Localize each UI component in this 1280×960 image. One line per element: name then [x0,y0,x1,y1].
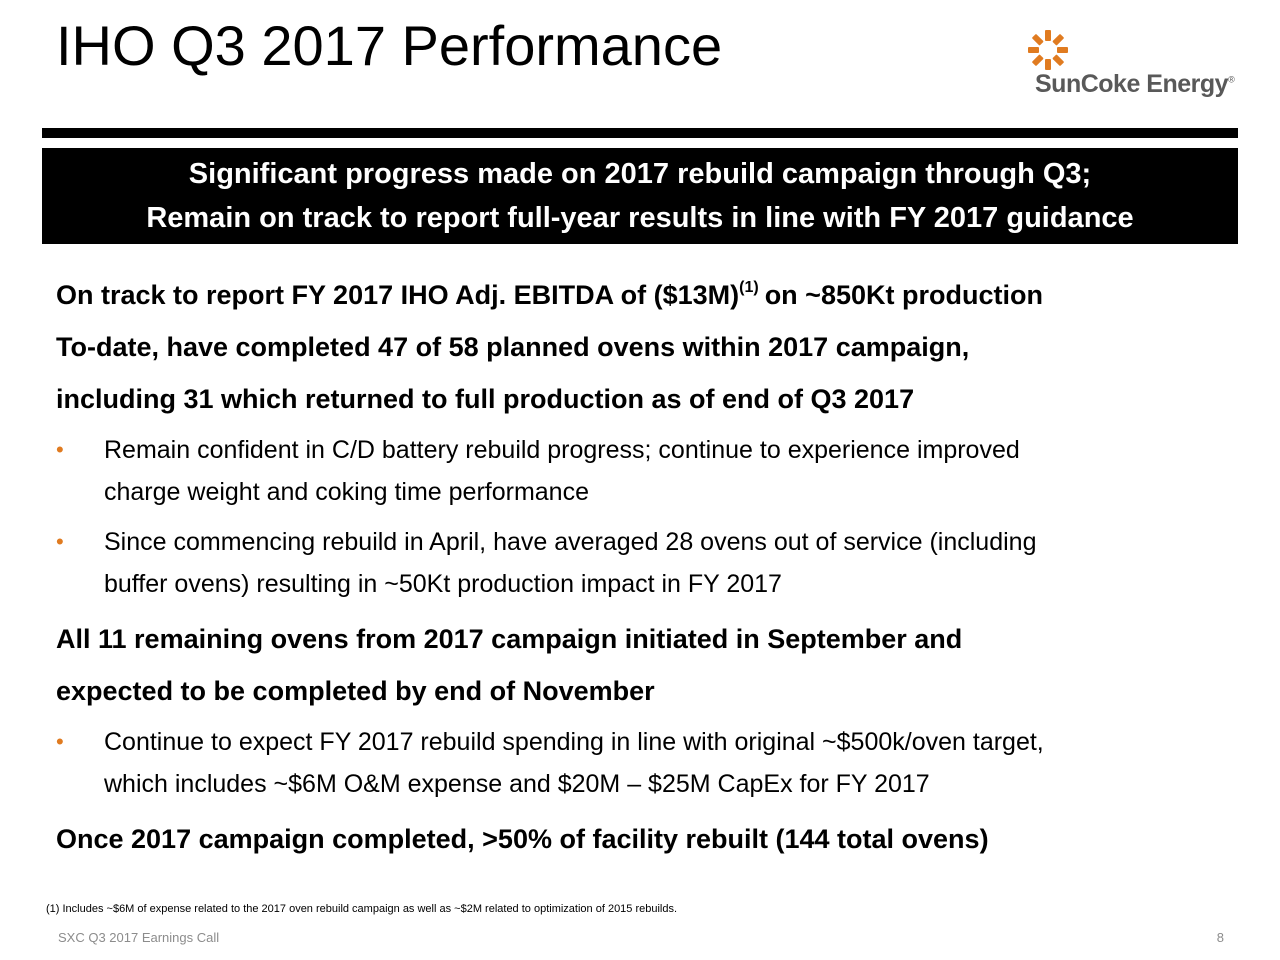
logo-wordmark: SunCoke Energy® [1035,70,1235,98]
banner-line-2: Remain on track to report full-year resu… [146,202,1134,234]
bullet-icon: • [56,529,64,554]
company-logo: SunCoke Energy® [1028,30,1252,106]
slide-content: On track to report FY 2017 IHO Adj. EBIT… [56,262,1246,865]
heading-line: To-date, have completed 47 of 58 planned… [56,332,970,362]
page-title: IHO Q3 2017 Performance [56,14,723,77]
banner-line-1: Significant progress made on 2017 rebuil… [188,158,1092,190]
footnote-marker: (1) [739,279,759,296]
section-heading-ovens-completed: To-date, have completed 47 of 58 planned… [56,321,1246,425]
list-item: • Continue to expect FY 2017 rebuild spe… [56,721,1246,805]
section-heading-facility-rebuilt: Once 2017 campaign completed, >50% of fa… [56,813,1246,865]
bullet-line: which includes ~$6M O&M expense and $20M… [104,770,930,798]
sun-burst-icon [1028,30,1068,70]
heading-line: All 11 remaining ovens from 2017 campaig… [56,624,963,654]
footer-event-name: SXC Q3 2017 Earnings Call [58,930,220,945]
bullet-icon: • [56,437,64,462]
bullet-list: • Continue to expect FY 2017 rebuild spe… [56,721,1246,805]
page-number: 8 [1216,930,1224,945]
bullet-list: • Remain confident in C/D battery rebuil… [56,429,1246,605]
heading-text: On track to report FY 2017 IHO Adj. EBIT… [56,280,740,310]
bullet-line: buffer ovens) resulting in ~50Kt product… [104,570,782,598]
heading-tail: on ~850Kt production [764,280,1043,310]
section-heading-ebitda: On track to report FY 2017 IHO Adj. EBIT… [56,262,1246,321]
footnote: (1) Includes ~$6M of expense related to … [46,903,678,915]
registered-mark: ® [1228,74,1235,85]
bullet-icon: • [56,729,64,754]
heading-line: expected to be completed by end of Novem… [56,676,655,706]
title-divider [42,128,1238,138]
section-heading-remaining-ovens: All 11 remaining ovens from 2017 campaig… [56,613,1246,717]
bullet-line: Remain confident in C/D battery rebuild … [104,436,1020,464]
list-item: • Since commencing rebuild in April, hav… [56,521,1246,605]
bullet-line: charge weight and coking time performanc… [104,478,589,506]
bullet-line: Since commencing rebuild in April, have … [104,528,1037,556]
bullet-line: Continue to expect FY 2017 rebuild spend… [104,728,1044,756]
list-item: • Remain confident in C/D battery rebuil… [56,429,1246,513]
heading-line: including 31 which returned to full prod… [56,384,915,414]
heading-line: Once 2017 campaign completed, >50% of fa… [56,824,989,854]
key-message-banner: Significant progress made on 2017 rebuil… [42,148,1238,244]
